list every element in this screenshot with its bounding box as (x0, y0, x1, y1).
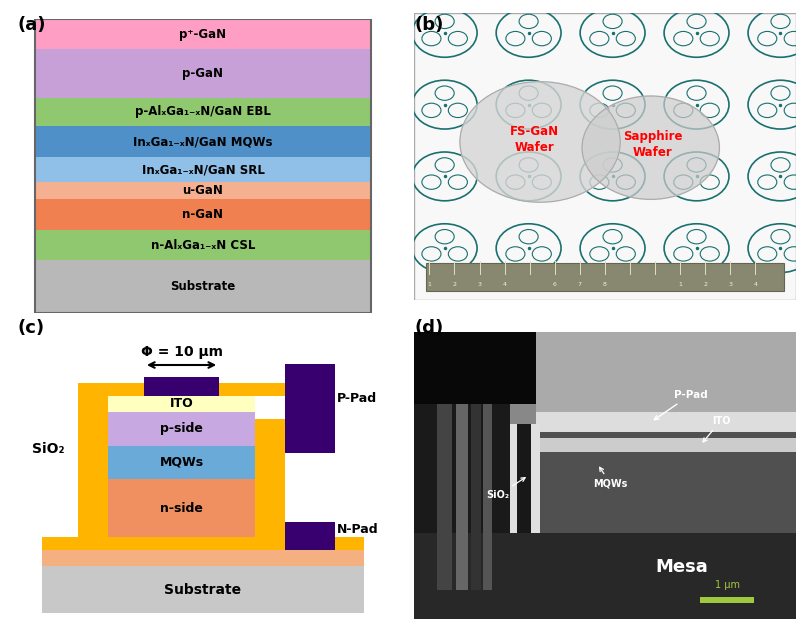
Bar (42, 549, 363, 566)
Bar (35, 182, 371, 198)
Bar (35, 126, 371, 158)
Text: 3: 3 (727, 281, 732, 286)
Text: 6: 6 (552, 281, 556, 286)
Bar (285, 364, 335, 453)
Text: (b): (b) (414, 16, 443, 34)
Bar (470, 403, 480, 590)
Polygon shape (535, 332, 795, 412)
Text: P-Pad: P-Pad (654, 390, 706, 420)
Text: N-Pad: N-Pad (337, 523, 378, 536)
Bar (35, 260, 371, 313)
Text: (d): (d) (414, 319, 443, 337)
Text: (c): (c) (18, 319, 45, 337)
Text: 4: 4 (502, 281, 506, 286)
Text: ITO: ITO (702, 415, 729, 442)
Text: 2: 2 (702, 281, 706, 286)
Text: n-GaN: n-GaN (182, 208, 223, 221)
Bar (285, 522, 335, 550)
Bar (42, 537, 363, 550)
Bar (78, 383, 144, 396)
Text: p⁺-GaN: p⁺-GaN (179, 27, 226, 41)
Text: FS-GaN
Wafer: FS-GaN Wafer (509, 124, 558, 154)
Bar (255, 419, 285, 550)
Text: p-GaN: p-GaN (182, 67, 223, 80)
Text: MQWs: MQWs (159, 456, 204, 469)
Circle shape (459, 82, 620, 202)
Text: SiO₂: SiO₂ (486, 478, 525, 500)
Text: u-GaN: u-GaN (182, 184, 223, 197)
Text: 8: 8 (603, 281, 606, 286)
Bar (35, 230, 371, 260)
Text: n-AlₓGa₁₋ₓN CSL: n-AlₓGa₁₋ₓN CSL (151, 239, 255, 252)
Bar (78, 387, 108, 550)
Bar (219, 383, 285, 396)
Bar (699, 597, 753, 603)
Circle shape (581, 96, 719, 199)
Text: 1 μm: 1 μm (714, 580, 739, 590)
Polygon shape (535, 412, 795, 533)
Bar (414, 332, 535, 403)
Text: InₓGa₁₋ₓN/GaN SRL: InₓGa₁₋ₓN/GaN SRL (141, 163, 264, 176)
Text: (a): (a) (18, 16, 46, 34)
Text: 7: 7 (577, 281, 581, 286)
Text: ITO: ITO (169, 397, 193, 410)
Bar (35, 19, 371, 49)
Bar (414, 533, 795, 619)
Text: SiO₂: SiO₂ (32, 441, 64, 456)
Polygon shape (509, 424, 539, 533)
Polygon shape (535, 438, 795, 452)
Text: n-side: n-side (160, 501, 203, 515)
Text: 1: 1 (427, 281, 431, 286)
Text: Substrate: Substrate (170, 280, 235, 293)
Text: 1: 1 (677, 281, 681, 286)
Bar (108, 446, 255, 480)
Bar (456, 403, 467, 590)
Bar (35, 158, 371, 182)
Bar (517, 424, 530, 533)
Bar (144, 376, 219, 396)
Text: Sapphire
Wafer: Sapphire Wafer (622, 130, 681, 160)
Text: P-Pad: P-Pad (337, 392, 376, 405)
Bar (35, 198, 371, 230)
Polygon shape (535, 412, 795, 433)
Bar (483, 403, 491, 590)
Bar (414, 403, 509, 619)
Text: 3: 3 (477, 281, 481, 286)
Text: Φ = 10 μm: Φ = 10 μm (140, 345, 222, 359)
Text: 4: 4 (753, 281, 757, 286)
Text: Mesa: Mesa (654, 558, 706, 576)
Bar (42, 566, 363, 613)
Bar (108, 412, 255, 446)
Text: 2: 2 (452, 281, 456, 286)
Bar (35, 49, 371, 98)
Ellipse shape (375, 326, 566, 441)
Bar (436, 403, 452, 590)
Text: InₓGa₁₋ₓN/GaN MQWs: InₓGa₁₋ₓN/GaN MQWs (133, 135, 272, 148)
Text: p-side: p-side (160, 422, 203, 436)
Text: p-AlₓGa₁₋ₓN/GaN EBL: p-AlₓGa₁₋ₓN/GaN EBL (135, 105, 271, 118)
Bar (108, 480, 255, 537)
Bar (108, 396, 255, 412)
Bar (35, 98, 371, 126)
Bar (425, 263, 783, 291)
Text: Substrate: Substrate (165, 582, 241, 597)
Text: MQWs: MQWs (593, 467, 627, 489)
